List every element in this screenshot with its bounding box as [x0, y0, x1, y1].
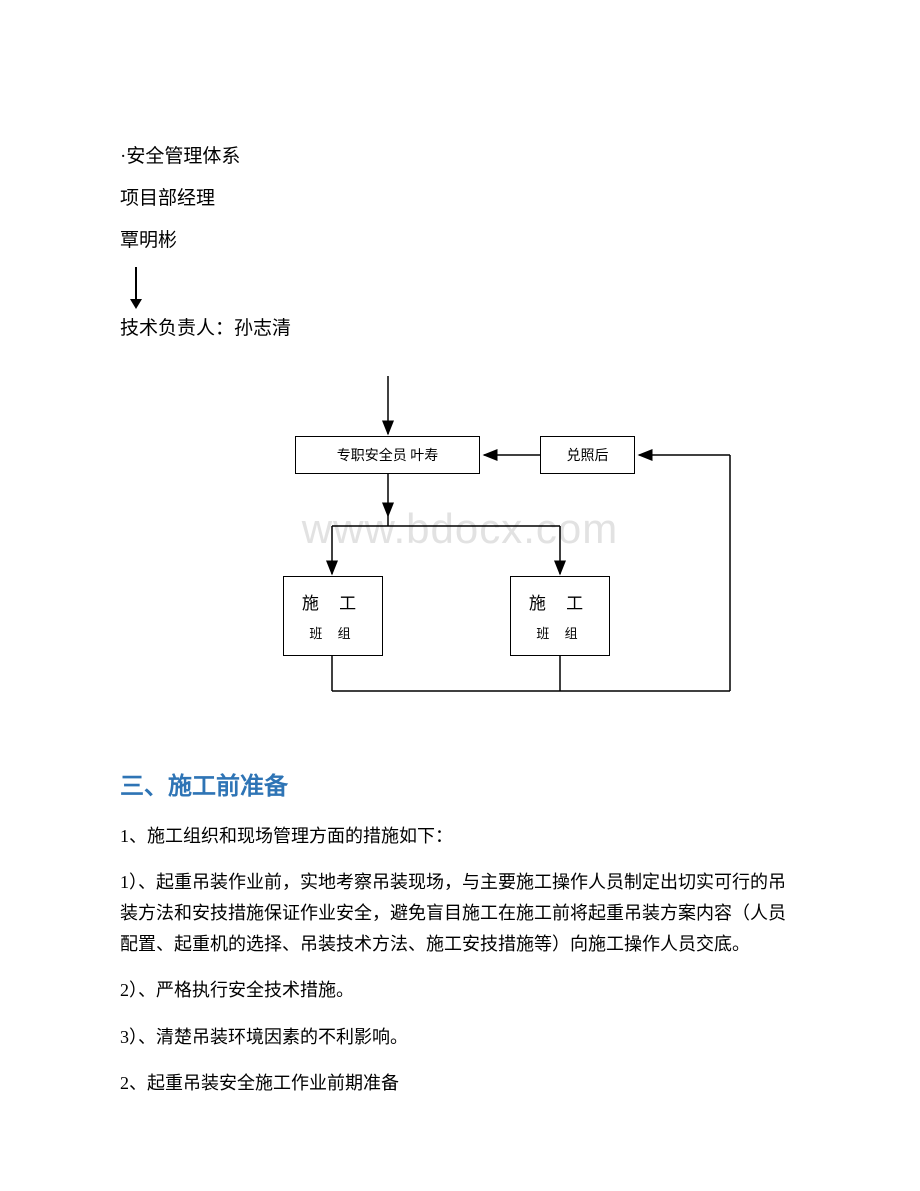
flowchart-node-supervisor: 兑照后 [540, 436, 635, 474]
flowchart-node-safety: 专职安全员 叶寿 [295, 436, 480, 474]
node-team2-main: 施 工 [529, 589, 591, 614]
section-3-para-2: 1）、起重吊装作业前，实地考察吊装现场，与主要施工操作人员制定出切实可行的吊装方… [120, 867, 800, 959]
arrow-down-icon [135, 267, 137, 307]
flowchart-connectors [160, 376, 860, 716]
node-team1-sub: 班 组 [309, 623, 356, 642]
node-team2-sub: 班 组 [536, 623, 583, 642]
node-safety-label: 专职安全员 叶寿 [337, 445, 439, 465]
flowchart-node-team2: 施 工 班 组 [510, 576, 610, 656]
section-3-para-1: 1、施工组织和现场管理方面的措施如下： [120, 821, 800, 852]
header-line-2: 项目部经理 [120, 182, 800, 216]
header-line-4: 技术负责人：孙志清 [120, 312, 800, 346]
section-3-para-5: 2、起重吊装安全施工作业前期准备 [120, 1068, 800, 1099]
flowchart-node-team1: 施 工 班 组 [283, 576, 383, 656]
section-3-para-4: 3）、清楚吊装环境因素的不利影响。 [120, 1022, 800, 1053]
section-3-heading: 三、施工前准备 [120, 766, 800, 801]
node-supervisor-label: 兑照后 [567, 445, 609, 465]
header-line-3: 覃明彬 [120, 224, 800, 258]
section-3-para-3: 2）、严格执行安全技术措施。 [120, 975, 800, 1006]
node-team1-main: 施 工 [302, 589, 364, 614]
header-line-1: ·安全管理体系 [120, 140, 800, 174]
flowchart: 专职安全员 叶寿 兑照后 施 工 班 组 施 工 班 组 [160, 376, 860, 716]
